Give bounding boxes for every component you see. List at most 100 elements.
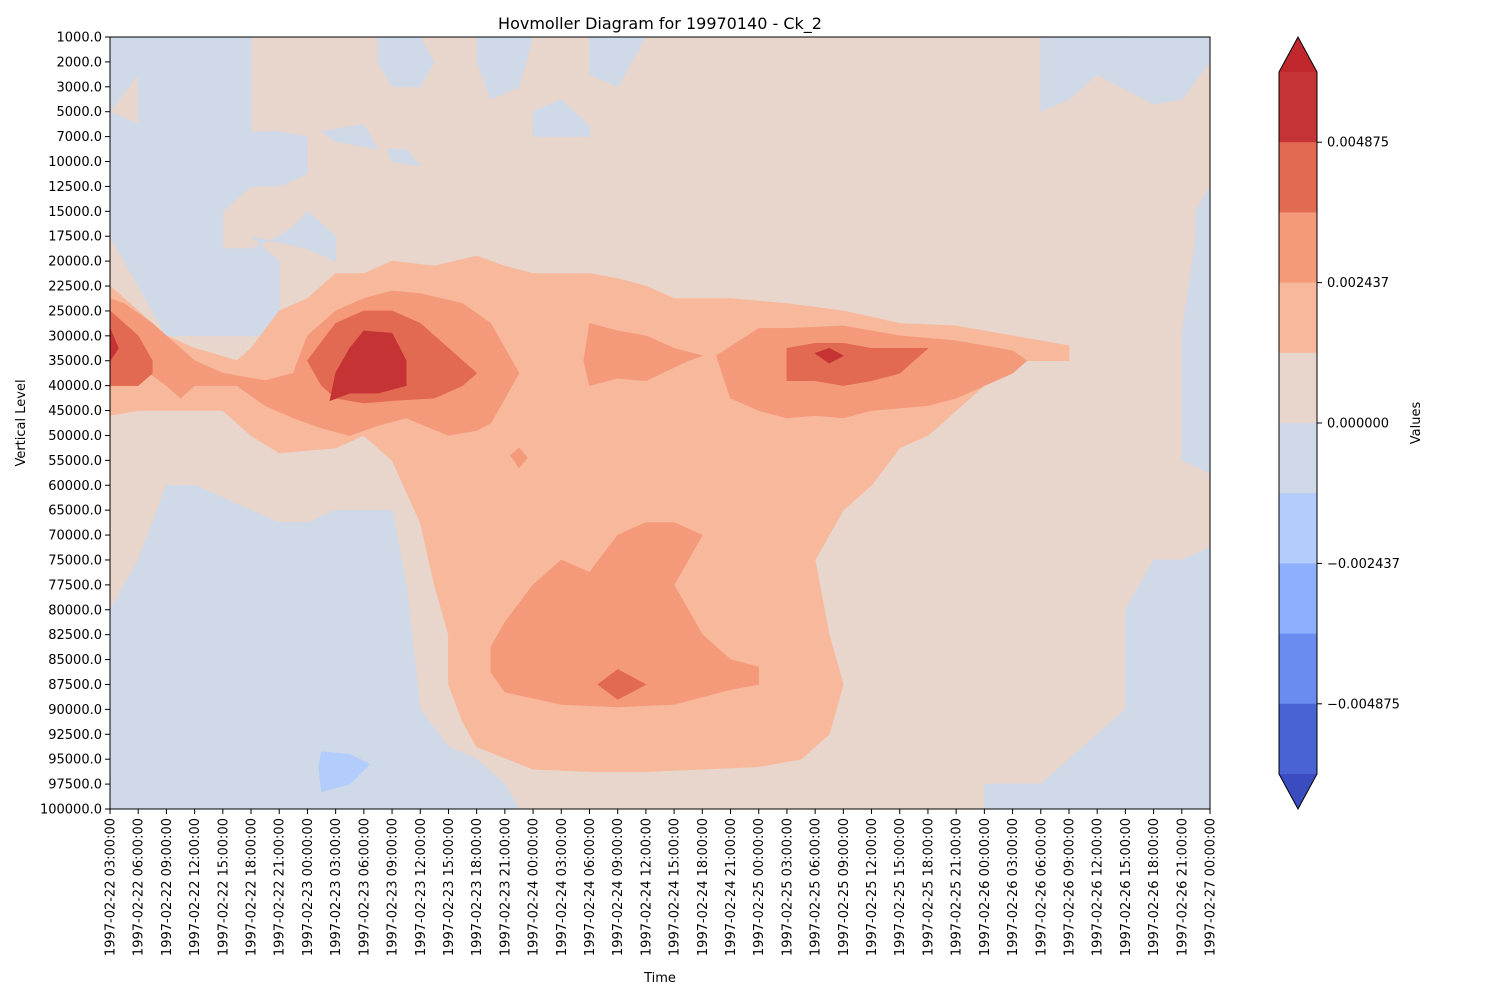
x-tick-label: 1997-02-26 12:00:00 bbox=[1091, 818, 1106, 956]
colorbar-tick-label: −0.004875 bbox=[1327, 697, 1400, 712]
colorbar-swatch bbox=[1279, 212, 1317, 284]
plot-frame bbox=[109, 36, 1211, 810]
y-tick-label: 70000.0 bbox=[48, 529, 102, 544]
x-tick-label: 1997-02-25 12:00:00 bbox=[865, 818, 880, 956]
colorbar-swatch bbox=[1279, 72, 1317, 143]
x-tick-label: 1997-02-27 00:00:00 bbox=[1204, 818, 1219, 956]
y-tick-label: 80000.0 bbox=[48, 603, 102, 618]
colorbar-tick-label: 0.002437 bbox=[1327, 276, 1389, 291]
x-tick-label: 1997-02-23 00:00:00 bbox=[301, 818, 316, 956]
x-tick-label: 1997-02-26 09:00:00 bbox=[1062, 818, 1077, 956]
x-tick-label: 1997-02-25 06:00:00 bbox=[809, 818, 824, 956]
x-tick-label: 1997-02-24 06:00:00 bbox=[583, 818, 598, 956]
contour-region bbox=[490, 522, 760, 708]
y-tick-label: 50000.0 bbox=[48, 429, 102, 444]
colorbar-swatch bbox=[1279, 563, 1317, 635]
contour-region bbox=[385, 148, 422, 167]
x-tick-label: 1997-02-26 06:00:00 bbox=[1034, 818, 1049, 956]
contour-region bbox=[329, 330, 407, 402]
y-tick-label: 40000.0 bbox=[48, 379, 102, 394]
x-tick-label: 1997-02-24 09:00:00 bbox=[611, 818, 626, 956]
contour-region bbox=[476, 37, 534, 100]
y-tick-label: 75000.0 bbox=[48, 553, 102, 568]
x-tick-label: 1997-02-23 15:00:00 bbox=[442, 818, 457, 956]
y-tick-label: 85000.0 bbox=[48, 653, 102, 668]
x-tick-label: 1997-02-22 21:00:00 bbox=[273, 818, 288, 956]
colorbar-swatch bbox=[1279, 633, 1317, 705]
y-tick-label: 60000.0 bbox=[48, 479, 102, 494]
x-tick-label: 1997-02-23 21:00:00 bbox=[498, 818, 513, 956]
x-tick-label: 1997-02-24 15:00:00 bbox=[668, 818, 683, 956]
x-tick-label: 1997-02-22 18:00:00 bbox=[245, 818, 260, 956]
contour-region bbox=[510, 447, 528, 469]
y-tick-label: 92500.0 bbox=[48, 728, 102, 743]
x-tick-label: 1997-02-26 15:00:00 bbox=[1119, 818, 1134, 956]
contour-region bbox=[320, 123, 379, 150]
y-tick-label: 25000.0 bbox=[48, 304, 102, 319]
contour-region bbox=[110, 310, 153, 386]
colorbar-swatch bbox=[1279, 703, 1317, 775]
x-tick-label: 1997-02-22 09:00:00 bbox=[160, 818, 175, 956]
y-tick-label: 45000.0 bbox=[48, 404, 102, 419]
x-tick-label: 1997-02-26 18:00:00 bbox=[1147, 818, 1162, 956]
contour-region bbox=[377, 37, 435, 88]
x-tick-label: 1997-02-23 03:00:00 bbox=[329, 818, 344, 956]
contour-region bbox=[110, 328, 119, 362]
x-tick-label: 1997-02-25 03:00:00 bbox=[780, 818, 795, 956]
x-tick-label: 1997-02-24 21:00:00 bbox=[724, 818, 739, 956]
x-tick-label: 1997-02-24 18:00:00 bbox=[696, 818, 711, 956]
y-tick-label: 22500.0 bbox=[48, 280, 102, 295]
colorbar-swatch bbox=[1279, 142, 1317, 213]
x-tick-label: 1997-02-23 06:00:00 bbox=[357, 818, 372, 956]
x-tick-label: 1997-02-22 03:00:00 bbox=[104, 818, 119, 956]
colorbar-swatch bbox=[1279, 423, 1317, 494]
colorbar-label: Values bbox=[1409, 402, 1424, 445]
y-tick-label: 17500.0 bbox=[48, 230, 102, 245]
y-tick-label: 15000.0 bbox=[48, 205, 102, 220]
plot-area bbox=[109, 36, 1211, 810]
contour-region bbox=[583, 323, 704, 386]
chart-title: Hovmoller Diagram for 19970140 - Ck_2 bbox=[498, 14, 822, 34]
contour-region bbox=[532, 98, 590, 137]
x-tick-label: 1997-02-25 21:00:00 bbox=[950, 818, 965, 956]
y-tick-label: 77500.0 bbox=[48, 578, 102, 593]
y-tick-label: 5000.0 bbox=[57, 105, 103, 120]
colorbar-tick-label: 0.000000 bbox=[1327, 417, 1389, 432]
colorbar-tick-label: −0.002437 bbox=[1327, 557, 1400, 572]
y-tick-label: 2000.0 bbox=[57, 55, 103, 70]
contour-region bbox=[318, 751, 371, 792]
colorbar-swatch bbox=[1279, 282, 1317, 354]
y-tick-label: 55000.0 bbox=[48, 454, 102, 469]
x-tick-label: 1997-02-26 21:00:00 bbox=[1175, 818, 1190, 956]
contour-region bbox=[984, 547, 1210, 809]
y-tick-label: 3000.0 bbox=[57, 80, 103, 95]
colorbar-outline bbox=[1278, 35, 1318, 811]
x-tick-label: 1997-02-25 18:00:00 bbox=[921, 818, 936, 956]
x-tick-label: 1997-02-24 03:00:00 bbox=[555, 818, 570, 956]
x-tick-label: 1997-02-23 18:00:00 bbox=[470, 818, 485, 956]
y-tick-label: 12500.0 bbox=[48, 180, 102, 195]
colorbar-swatch bbox=[1279, 493, 1317, 564]
x-tick-label: 1997-02-22 06:00:00 bbox=[132, 818, 147, 956]
x-axis-label: Time bbox=[643, 971, 676, 986]
contour-region bbox=[137, 37, 252, 137]
contour-fill-layer bbox=[110, 37, 1210, 809]
contour-region bbox=[589, 37, 647, 88]
x-tick-label: 1997-02-26 03:00:00 bbox=[1006, 818, 1021, 956]
y-axis-label: Vertical Level bbox=[14, 379, 29, 466]
colorbar-extend-min bbox=[1279, 774, 1317, 809]
x-tick-label: 1997-02-23 09:00:00 bbox=[386, 818, 401, 956]
y-tick-label: 65000.0 bbox=[48, 504, 102, 519]
x-tick-label: 1997-02-26 00:00:00 bbox=[978, 818, 993, 956]
x-tick-label: 1997-02-23 12:00:00 bbox=[414, 818, 429, 956]
x-tick-label: 1997-02-24 12:00:00 bbox=[639, 818, 654, 956]
x-axis-ticks: 1997-02-22 03:00:00 1997-02-22 06:00:00 19… bbox=[104, 809, 1219, 956]
x-tick-label: 1997-02-25 00:00:00 bbox=[752, 818, 767, 956]
y-tick-label: 1000.0 bbox=[57, 31, 103, 46]
y-tick-label: 82500.0 bbox=[48, 628, 102, 643]
contour-region bbox=[1181, 185, 1210, 474]
y-axis-ticks: 1000.0 2000.0 3000.0 5000.0 7000.0 10000.0 125… bbox=[40, 31, 110, 818]
y-tick-label: 30000.0 bbox=[48, 329, 102, 344]
colorbar-swatch bbox=[1279, 352, 1317, 424]
